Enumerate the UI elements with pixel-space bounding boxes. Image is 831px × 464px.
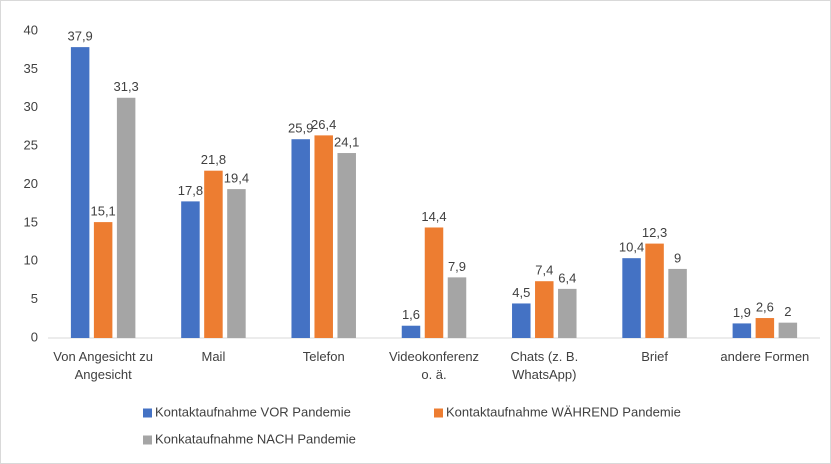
legend-label: Kontaktaufnahme WÄHREND Pandemie bbox=[446, 404, 681, 419]
x-tick-label: Telefon bbox=[303, 349, 345, 364]
value-label: 19,4 bbox=[224, 171, 249, 186]
bar bbox=[93, 222, 113, 338]
value-label: 25,9 bbox=[288, 121, 313, 136]
value-label: 6,4 bbox=[558, 270, 576, 285]
value-label: 14,4 bbox=[421, 209, 446, 224]
bar bbox=[291, 139, 310, 338]
bar bbox=[337, 153, 356, 338]
bar bbox=[512, 303, 531, 338]
value-label: 21,8 bbox=[201, 152, 226, 167]
legend-label: Kontaktaufnahme VOR Pandemie bbox=[155, 404, 351, 419]
bar bbox=[645, 243, 664, 338]
bar bbox=[755, 318, 775, 338]
x-tick-label: andere Formen bbox=[720, 349, 809, 364]
value-label: 1,6 bbox=[402, 307, 420, 322]
y-tick-label: 25 bbox=[24, 138, 38, 153]
y-tick-label: 20 bbox=[24, 176, 38, 191]
value-label: 24,1 bbox=[334, 134, 359, 149]
value-label: 2 bbox=[784, 304, 791, 319]
value-label: 4,5 bbox=[512, 285, 530, 300]
bar bbox=[558, 288, 577, 338]
value-label: 12,3 bbox=[642, 225, 667, 240]
value-label: 31,3 bbox=[113, 79, 138, 94]
bar bbox=[424, 227, 444, 338]
y-tick-label: 15 bbox=[24, 214, 38, 229]
y-tick-label: 0 bbox=[31, 329, 38, 344]
x-tick-line: WhatsApp) bbox=[512, 367, 576, 382]
value-label: 37,9 bbox=[67, 29, 92, 44]
x-tick-line: Telefon bbox=[303, 349, 345, 364]
x-tick-line: Videokonferenz bbox=[389, 349, 479, 364]
bar bbox=[732, 323, 752, 338]
x-tick-line: Mail bbox=[202, 349, 226, 364]
bar bbox=[622, 258, 641, 338]
legend-swatch bbox=[143, 408, 152, 418]
bar bbox=[401, 325, 421, 338]
y-tick-label: 35 bbox=[24, 61, 38, 76]
x-tick-label: Chats (z. B. WhatsApp) bbox=[510, 349, 578, 382]
x-tick-line: Von Angesicht zu bbox=[53, 349, 153, 364]
bar bbox=[181, 201, 200, 338]
y-tick-label: 5 bbox=[31, 291, 38, 306]
value-label: 1,9 bbox=[733, 305, 751, 320]
x-tick-line: Chats (z. B. bbox=[510, 349, 578, 364]
x-tick-label: Brief bbox=[641, 349, 668, 364]
x-tick-line: o. ä. bbox=[421, 367, 446, 382]
value-label: 10,4 bbox=[619, 240, 644, 255]
bar bbox=[227, 189, 246, 338]
x-tick-line: Brief bbox=[641, 349, 668, 364]
value-label: 7,4 bbox=[535, 263, 553, 278]
value-label: 26,4 bbox=[311, 117, 336, 132]
y-tick-label: 10 bbox=[24, 253, 38, 268]
value-label: 7,9 bbox=[448, 259, 466, 274]
x-tick-label: Mail bbox=[202, 349, 226, 364]
bar bbox=[204, 170, 223, 338]
y-tick-label: 30 bbox=[24, 99, 38, 114]
x-tick-label: Von Angesicht zu Angesicht bbox=[53, 349, 153, 382]
bar bbox=[778, 322, 798, 338]
x-tick-line: andere Formen bbox=[720, 349, 809, 364]
bar bbox=[116, 97, 136, 339]
bar bbox=[70, 47, 90, 339]
bar bbox=[668, 268, 687, 338]
bar bbox=[447, 277, 467, 338]
legend-swatch bbox=[143, 435, 152, 445]
legend-label: Konkataufnahme NACH Pandemie bbox=[155, 431, 356, 446]
bar bbox=[314, 135, 333, 338]
x-tick-line: Angesicht bbox=[75, 367, 132, 382]
value-label: 2,6 bbox=[756, 299, 774, 314]
value-label: 17,8 bbox=[178, 183, 203, 198]
value-label: 9 bbox=[674, 250, 681, 265]
y-tick-label: 40 bbox=[24, 22, 38, 37]
value-label: 15,1 bbox=[90, 204, 115, 219]
x-tick-label: Videokonferenz o. ä. bbox=[389, 349, 479, 382]
bar bbox=[535, 281, 554, 338]
legend-swatch bbox=[434, 408, 443, 418]
